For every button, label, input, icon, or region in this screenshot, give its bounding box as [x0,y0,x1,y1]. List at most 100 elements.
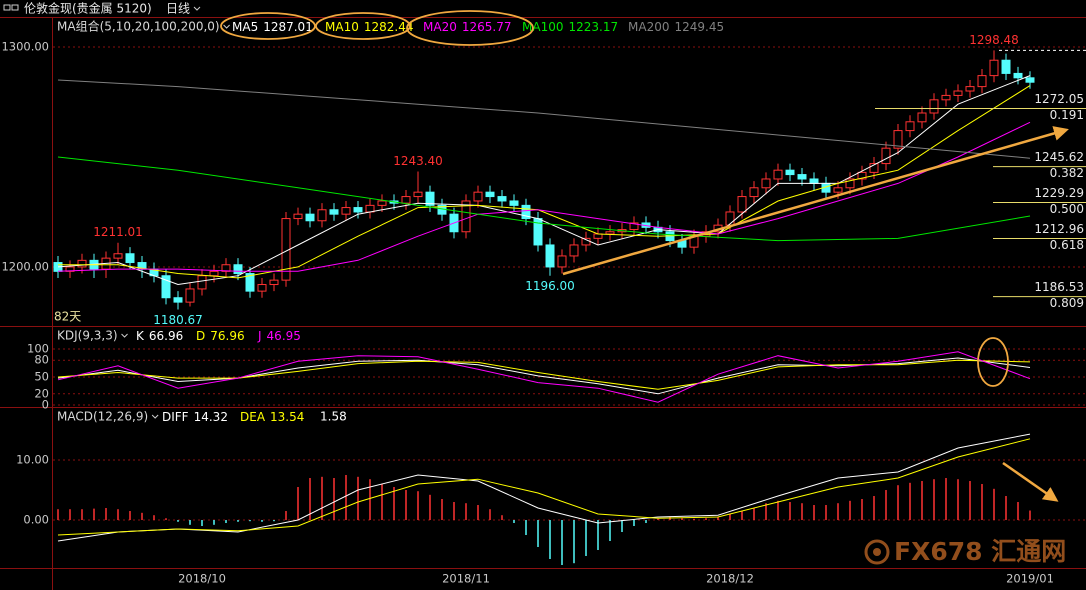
candle-body [125,253,135,264]
legend-name: MA10 [325,20,359,34]
candle-body [605,231,615,235]
legend-name: MA5 [232,20,258,34]
macd-bar [597,520,599,551]
trend-arrow [1002,461,1059,502]
candle-body [173,297,183,303]
macd-bar [921,481,923,521]
macd-bar [309,478,311,521]
y-tick-label: 100 [27,342,49,356]
candle-body [245,273,255,292]
dropdown-icon[interactable] [193,6,201,11]
macd-bar [753,508,755,521]
macd-bar [1005,496,1007,521]
candle-body [797,174,807,180]
candle-body [473,191,483,202]
macd-bar [105,508,107,521]
dropdown-icon[interactable] [121,333,128,338]
x-tick-label: 2019/01 [1006,572,1054,586]
candle-body [233,264,243,275]
candle-body [1013,72,1023,79]
macd-bar [693,518,695,521]
candle-body [773,169,783,180]
macd-bar [789,502,791,521]
candle-body [929,99,939,114]
candle-body [413,191,423,198]
fib-price-label: 1245.62 [1034,150,1084,164]
macd-bar [165,518,167,521]
highlight-ellipse [406,10,534,46]
y-tick-label: 20 [34,386,49,400]
candle-body [77,259,87,268]
indicator-line [57,121,1031,272]
fib-ratio-label: 0.382 [1050,166,1084,180]
macd-bar [369,479,371,521]
candle-body [113,253,123,259]
y-tick-label: 10.00 [16,453,49,467]
macd-bar [933,479,935,521]
x-tick-label: 2018/10 [178,572,226,586]
macd-bar [141,512,143,521]
macd-bar [381,484,383,521]
fib-price-label: 1229.29 [1034,186,1084,200]
macd-bar [837,503,839,521]
dropdown-icon[interactable] [151,414,159,419]
macd-bar [453,502,455,521]
legend-name: MA200 [628,20,669,34]
indicator-line [57,433,1031,542]
legend-name: K [136,329,145,343]
candle-body [917,112,927,123]
legend-entry: MA100 1223.17 [522,20,618,34]
price-annotation: 1180.67 [153,313,203,327]
macd-bar [897,485,899,521]
macd-bar [417,491,419,521]
watermark: FX678 汇通网 [864,537,1066,566]
legend-value: 66.96 [149,329,183,343]
macd-bar [1017,502,1019,521]
candle-body [365,204,375,213]
macd-bar [561,520,563,566]
candle-body [545,244,555,268]
watermark-text: FX678 汇通网 [894,537,1066,566]
legend-value: 1249.45 [674,20,724,34]
dropdown-icon[interactable] [223,24,230,29]
legend-entry: MA200 1249.45 [628,20,724,34]
macd-bar [357,476,359,521]
macd-bar [609,520,611,542]
macd-bar [117,509,119,521]
price-annotation: 1298.48 [969,33,1019,47]
candle-body [785,169,795,176]
macd-bar [249,520,251,522]
macd-bar [177,520,179,522]
indicator-line [57,351,1031,403]
candle-body [353,207,363,213]
symbol-icon [11,4,19,11]
legend-entry: D 76.96 [196,329,245,343]
candle-body [869,163,879,173]
macd-bar [201,520,203,527]
macd-bar [705,518,707,521]
candle-body [305,213,315,222]
macd-bar [513,520,515,524]
candle-body [485,191,495,198]
period-selector[interactable]: 日线 [166,2,190,16]
macd-bar [297,487,299,521]
macd-bar [69,509,71,521]
macd-bar [645,520,647,524]
candle-body [629,222,639,231]
candle-body [893,130,903,149]
candle-body [185,288,195,303]
annotations-overlay [220,10,1069,502]
candle-body [749,187,759,198]
macd-bar [813,505,815,521]
macd-bar [909,482,911,521]
macd-bar [225,520,227,524]
macd-bar [525,520,527,536]
panel-title: MACD(12,26,9) [57,410,148,424]
macd-bar [345,475,347,521]
macd-bar [861,499,863,521]
plot-layer: 1200.00 1300.00 1211.01 1180.67 1243.40 1196.… [1,19,1086,586]
macd-bar [393,487,395,521]
indicator-line [57,438,1031,536]
macd-bar [237,520,239,522]
